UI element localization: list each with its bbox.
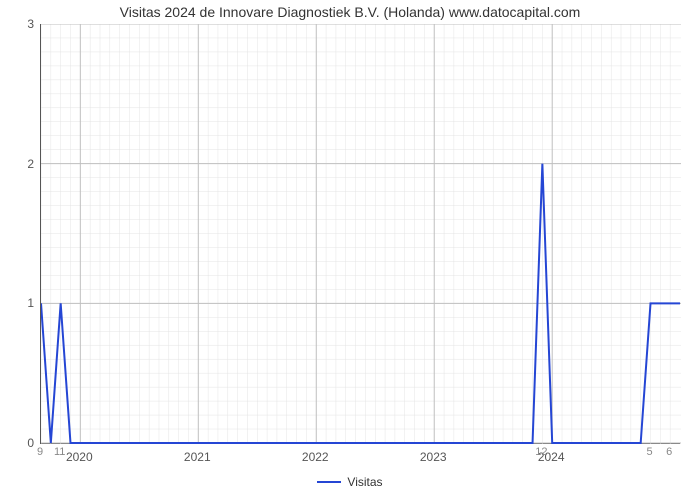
chart-title: Visitas 2024 de Innovare Diagnostiek B.V… [0,4,700,20]
xtick-minor-label: 5 [646,446,652,458]
xtick-minor-label: 12 [535,446,547,458]
chart-legend: Visitas [0,470,700,489]
xtick-year-label: 2020 [66,450,93,464]
xtick-year-label: 2022 [302,450,329,464]
xtick-year-label: 2023 [420,450,447,464]
legend-swatch [317,481,341,483]
xtick-minor-label: 11 [54,446,65,458]
ytick-label: 3 [4,17,34,31]
legend-item-visitas: Visitas [317,475,382,489]
plot-area [40,24,680,444]
ytick-label: 0 [4,436,34,450]
legend-label: Visitas [347,475,382,489]
xtick-minor-label: 6 [666,446,672,458]
visits-chart: Visitas 2024 de Innovare Diagnostiek B.V… [0,0,700,500]
xtick-year-label: 2021 [184,450,211,464]
ytick-label: 1 [4,296,34,310]
xtick-minor-label: 9 [37,446,43,458]
plot-svg [41,24,681,444]
ytick-label: 2 [4,157,34,171]
